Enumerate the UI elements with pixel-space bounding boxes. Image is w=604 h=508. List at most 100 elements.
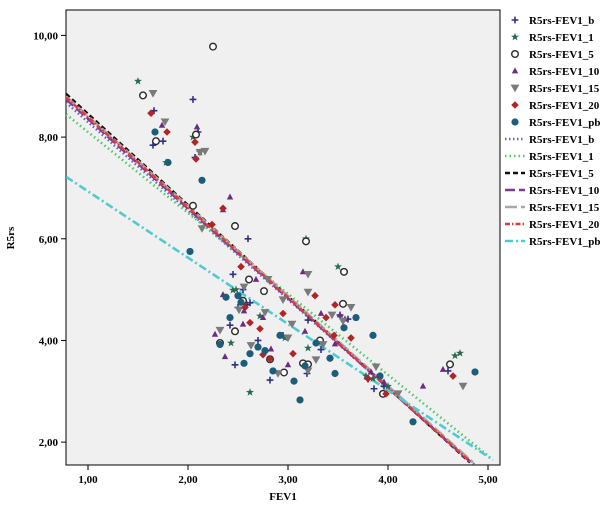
legend-label: R5rs-FEV1_5 xyxy=(529,49,594,61)
data-point xyxy=(195,148,205,157)
data-point xyxy=(446,360,455,369)
data-point xyxy=(229,270,237,278)
data-point xyxy=(244,235,252,243)
data-point xyxy=(231,361,239,369)
data-point xyxy=(279,309,287,318)
data-point xyxy=(302,237,311,246)
data-point xyxy=(230,327,239,336)
data-point xyxy=(336,311,344,318)
data-point xyxy=(261,347,269,355)
data-point xyxy=(311,356,321,364)
data-point xyxy=(269,367,277,375)
x-tick-label: 1,00 xyxy=(78,474,98,486)
data-point xyxy=(290,377,298,385)
legend-label: R5rs-FEV1_b xyxy=(529,134,594,146)
data-point xyxy=(346,304,356,312)
data-point xyxy=(439,365,447,372)
data-point xyxy=(449,372,457,380)
data-point xyxy=(347,334,355,342)
data-point xyxy=(211,330,219,337)
data-point xyxy=(151,137,160,146)
data-point xyxy=(362,371,370,380)
legend-marker xyxy=(511,32,519,41)
data-point xyxy=(222,293,230,301)
x-tick-label: 4,00 xyxy=(378,474,398,486)
data-point xyxy=(326,354,334,362)
data-point xyxy=(299,268,307,275)
data-point xyxy=(338,317,348,326)
data-point xyxy=(331,369,339,378)
data-point xyxy=(287,320,297,329)
fit-line xyxy=(66,113,491,459)
data-point xyxy=(148,89,158,98)
legend-label: R5rs-FEV1_pb xyxy=(529,236,601,248)
data-point xyxy=(193,123,201,130)
data-point xyxy=(267,345,275,352)
data-point xyxy=(200,147,210,156)
data-point xyxy=(240,307,248,314)
data-point xyxy=(318,341,328,349)
data-point xyxy=(216,340,224,349)
data-point xyxy=(191,130,200,139)
data-point xyxy=(226,313,234,322)
legend-label: R5rs-FEV1_20 xyxy=(529,219,600,231)
data-point xyxy=(198,176,206,184)
data-point xyxy=(158,121,166,128)
data-point xyxy=(352,313,360,322)
data-point xyxy=(208,220,216,229)
data-point xyxy=(364,374,372,383)
data-point xyxy=(370,385,378,393)
data-point xyxy=(189,96,197,103)
data-point xyxy=(237,298,245,306)
data-point xyxy=(311,291,319,300)
data-point xyxy=(208,42,217,51)
data-point xyxy=(304,316,312,324)
data-point xyxy=(312,339,320,347)
data-point xyxy=(340,267,349,276)
data-point xyxy=(246,350,254,358)
data-point xyxy=(263,276,273,284)
data-point xyxy=(304,343,312,352)
y-tick-label: 8,00 xyxy=(39,132,59,144)
x-tick-label: 2,00 xyxy=(178,474,198,486)
legend-label: R5rs-FEV1_b xyxy=(529,15,594,27)
data-point xyxy=(256,324,264,333)
data-point xyxy=(160,118,170,127)
data-point xyxy=(244,275,253,284)
data-point xyxy=(239,283,249,292)
data-point xyxy=(226,321,234,329)
data-point xyxy=(159,137,167,145)
data-point xyxy=(334,262,342,271)
data-point xyxy=(276,331,284,339)
data-point xyxy=(369,331,377,339)
data-point xyxy=(246,299,254,307)
data-point xyxy=(331,340,339,347)
data-point xyxy=(252,275,260,282)
data-point xyxy=(317,309,325,316)
data-point xyxy=(369,374,377,382)
data-point xyxy=(296,396,304,404)
data-point xyxy=(215,326,225,335)
y-tick-label: 10,00 xyxy=(33,30,58,42)
data-point xyxy=(237,262,245,271)
data-point xyxy=(134,76,142,85)
data-point xyxy=(221,353,229,360)
legend-marker xyxy=(511,101,519,109)
data-point xyxy=(451,351,459,360)
data-point xyxy=(289,349,297,358)
data-point xyxy=(340,324,348,332)
data-point xyxy=(240,359,248,367)
legend-label: R5rs-FEV1_20 xyxy=(529,100,600,112)
data-point xyxy=(239,320,247,327)
data-point xyxy=(471,368,479,376)
data-point xyxy=(301,362,309,370)
data-point xyxy=(301,327,309,334)
data-point xyxy=(227,338,235,347)
data-point xyxy=(367,368,375,375)
data-point xyxy=(281,333,289,342)
y-tick-label: 6,00 xyxy=(39,234,59,246)
data-point xyxy=(303,288,313,297)
data-point xyxy=(151,128,159,136)
data-point xyxy=(254,337,262,344)
legend-marker xyxy=(511,16,519,24)
